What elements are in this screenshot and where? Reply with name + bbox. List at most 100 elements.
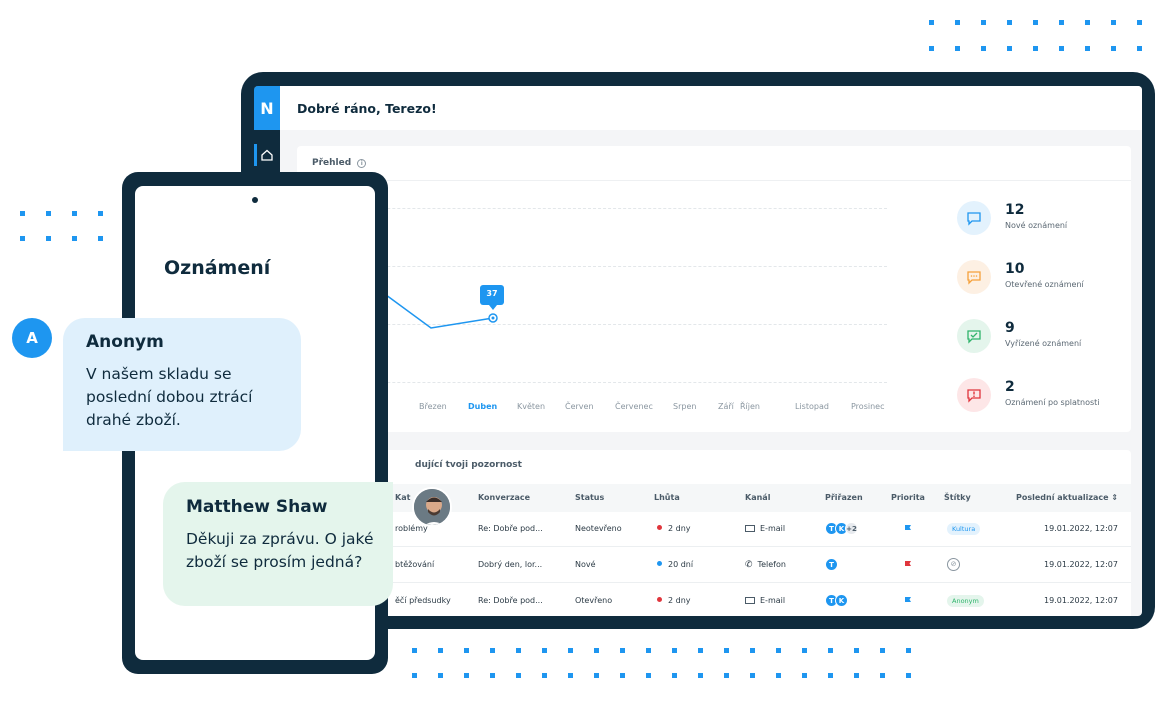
decorative-dot xyxy=(750,648,755,653)
flag-icon[interactable] xyxy=(904,524,912,534)
stat-label: Otevřené oznámení xyxy=(1005,280,1084,289)
decorative-dot xyxy=(906,648,911,653)
col-header[interactable]: Priorita xyxy=(891,493,925,502)
cell-conversation[interactable]: Re: Dobře pod... xyxy=(478,524,543,533)
month-label[interactable]: Červen xyxy=(565,402,594,411)
month-label[interactable]: Prosinec xyxy=(851,402,885,411)
decorative-dot xyxy=(46,211,51,216)
cell-assignees[interactable]: T K +2 xyxy=(825,522,858,535)
decorative-dot xyxy=(620,673,625,678)
cell-deadline: 20 dní xyxy=(657,560,693,569)
decorative-dot xyxy=(955,46,960,51)
cell-status: Neotevřeno xyxy=(575,524,622,533)
col-header[interactable]: Lhůta xyxy=(654,493,680,502)
col-header[interactable]: Kat xyxy=(395,493,411,502)
dots-left xyxy=(20,211,103,241)
month-label-active[interactable]: Duben xyxy=(468,402,498,411)
month-label[interactable]: Březen xyxy=(419,402,447,411)
active-indicator xyxy=(254,144,257,166)
month-label[interactable]: Srpen xyxy=(673,402,697,411)
month-label[interactable]: Říjen xyxy=(740,402,760,411)
chat-new-icon xyxy=(957,201,991,235)
decorative-dot xyxy=(490,648,495,653)
tag-badge[interactable]: Anonym xyxy=(947,595,984,607)
cell-channel: E-mail xyxy=(745,596,785,605)
stat-open[interactable]: 10 Otevřené oznámení xyxy=(957,260,1127,300)
decorative-dot xyxy=(490,673,495,678)
cell-channel: ✆ Telefon xyxy=(745,560,786,570)
assignee-more[interactable]: +2 xyxy=(845,522,858,535)
cell-status: Otevřeno xyxy=(575,596,613,605)
decorative-dot xyxy=(98,236,103,241)
decorative-dot xyxy=(412,673,417,678)
decorative-dot xyxy=(776,673,781,678)
decorative-dot xyxy=(828,648,833,653)
chart-point-label-pointer xyxy=(489,305,497,310)
sender-name: Matthew Shaw xyxy=(186,497,328,517)
col-header[interactable]: Konverzace xyxy=(478,493,531,502)
assignee-avatar[interactable]: K xyxy=(835,594,848,607)
chart-point-core xyxy=(491,316,495,320)
cell-conversation[interactable]: Dobrý den, lor... xyxy=(478,560,543,569)
assignee-avatar[interactable]: T xyxy=(825,558,838,571)
month-label[interactable]: Květen xyxy=(517,402,546,411)
message-bubble-outgoing: Matthew Shaw Děkuji za zprávu. O jaké zb… xyxy=(163,482,393,606)
decorative-dot xyxy=(46,236,51,241)
info-icon[interactable]: i xyxy=(357,159,367,168)
stat-resolved[interactable]: 9 Vyřízené oznámení xyxy=(957,319,1127,359)
col-header[interactable]: Kanál xyxy=(745,493,771,502)
decorative-dot xyxy=(542,648,547,653)
phone-title: Oznámení xyxy=(164,257,271,279)
table-row[interactable]: roblémy Re: Dobře pod... Neotevřeno 2 dn… xyxy=(297,512,1131,547)
add-tag-icon[interactable]: ⊘ xyxy=(947,558,960,571)
cell-assignees[interactable]: T xyxy=(825,558,838,571)
deadline-dot xyxy=(657,525,662,530)
deadline-dot xyxy=(657,597,662,602)
message-text: Děkuji za zprávu. O jaké zboží se prosím… xyxy=(186,530,374,571)
tag-badge[interactable]: Kultura xyxy=(947,523,981,535)
camera-dot xyxy=(252,197,258,203)
decorative-dot xyxy=(464,648,469,653)
chart-point-label-box xyxy=(480,285,504,305)
stat-value: 2 xyxy=(1005,379,1015,395)
message-text: V našem skladu se poslední dobou ztrácí … xyxy=(86,365,253,429)
decorative-dot xyxy=(929,46,934,51)
decorative-dot xyxy=(98,211,103,216)
stat-overdue[interactable]: 2 Oznámení po splatnosti xyxy=(957,378,1127,418)
col-header[interactable]: Status xyxy=(575,493,605,502)
month-label[interactable]: Září xyxy=(718,402,734,411)
cell-channel: E-mail xyxy=(745,524,785,533)
table-row[interactable]: ěčí předsudky Re: Dobře pod... Otevřeno … xyxy=(297,584,1131,616)
chart-series-line xyxy=(381,291,494,329)
month-label[interactable]: Listopad xyxy=(795,402,829,411)
decorative-dot xyxy=(646,673,651,678)
dots-top-right xyxy=(929,20,1142,51)
dots-bottom xyxy=(412,648,911,678)
stat-label: Vyřízené oznámení xyxy=(1005,339,1082,348)
decorative-dot xyxy=(542,673,547,678)
cell-category: btěžování xyxy=(395,560,435,569)
month-label[interactable]: Červenec xyxy=(615,402,653,411)
message-bubble-incoming: Anonym V našem skladu se poslední dobou … xyxy=(63,318,301,451)
flag-icon[interactable] xyxy=(904,560,912,570)
decorative-dot xyxy=(594,648,599,653)
decorative-dot xyxy=(646,648,651,653)
decorative-dot xyxy=(828,673,833,678)
home-icon[interactable] xyxy=(260,148,274,162)
chat-alert-icon xyxy=(957,378,991,412)
cell-tag[interactable]: Kultura xyxy=(947,523,981,535)
cell-tag[interactable]: Anonym xyxy=(947,595,984,607)
chart-point-label: 37 xyxy=(486,289,498,298)
col-header-sortable[interactable]: Poslední aktualizace ⇕ xyxy=(1016,493,1119,502)
app-logo[interactable]: N xyxy=(254,86,280,130)
col-header[interactable]: Přiřazen xyxy=(825,493,863,502)
table-row[interactable]: btěžování Dobrý den, lor... Nové 20 dní … xyxy=(297,548,1131,583)
col-header[interactable]: Štítky xyxy=(944,493,971,502)
decorative-dot xyxy=(698,648,703,653)
cell-conversation[interactable]: Re: Dobře pod... xyxy=(478,596,543,605)
cell-updated: 19.01.2022, 12:07 xyxy=(1044,596,1118,605)
stat-new[interactable]: 12 Nové oznámení xyxy=(957,201,1127,241)
flag-icon[interactable] xyxy=(904,596,912,606)
stat-value: 9 xyxy=(1005,320,1015,336)
